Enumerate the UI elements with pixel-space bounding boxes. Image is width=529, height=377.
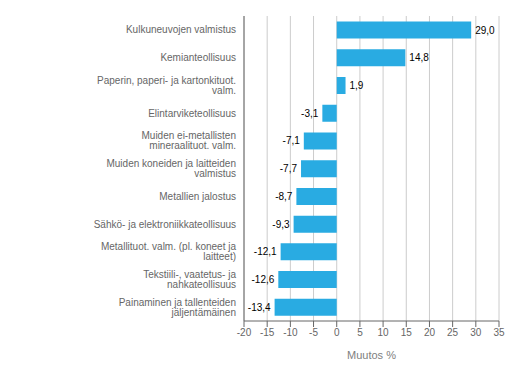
svg-text:Kulkuneuvojen valmistus: Kulkuneuvojen valmistus xyxy=(126,24,236,35)
svg-text:-13,4: -13,4 xyxy=(248,302,271,313)
svg-text:Paperin, paperi- ja kartonkitu: Paperin, paperi- ja kartonkituot.valm. xyxy=(97,75,236,96)
svg-text:15: 15 xyxy=(401,327,413,338)
svg-text:14,8: 14,8 xyxy=(409,52,429,63)
svg-text:Muiden ei-metallistenmineraali: Muiden ei-metallistenmineraalituot. valm… xyxy=(142,130,237,151)
svg-text:35: 35 xyxy=(493,327,505,338)
svg-text:Elintarviketeollisuus: Elintarviketeollisuus xyxy=(148,108,236,119)
svg-text:-12,6: -12,6 xyxy=(252,274,275,285)
svg-text:1,9: 1,9 xyxy=(350,80,364,91)
svg-text:-5: -5 xyxy=(309,327,318,338)
svg-text:Muutos %: Muutos % xyxy=(347,349,396,361)
svg-text:Muiden koneiden ja laitteidenv: Muiden koneiden ja laitteidenvalmistus xyxy=(106,158,236,179)
svg-text:Kemianteollisuus: Kemianteollisuus xyxy=(160,52,236,63)
svg-text:Painaminen ja tallenteidenjälj: Painaminen ja tallenteidenjäljentämäinen xyxy=(119,297,236,318)
svg-text:5: 5 xyxy=(357,327,363,338)
svg-text:-7,7: -7,7 xyxy=(280,163,298,174)
svg-text:20: 20 xyxy=(424,327,436,338)
svg-text:-15: -15 xyxy=(260,327,275,338)
svg-text:10: 10 xyxy=(378,327,390,338)
svg-text:Sähkö- ja elektroniikkateollis: Sähkö- ja elektroniikkateollisuus xyxy=(94,219,236,230)
svg-text:-8,7: -8,7 xyxy=(275,191,293,202)
svg-text:-12,1: -12,1 xyxy=(254,246,277,257)
svg-text:0: 0 xyxy=(334,327,340,338)
svg-text:30: 30 xyxy=(470,327,482,338)
svg-text:-10: -10 xyxy=(283,327,298,338)
svg-text:Metallituot. valm. (pl. koneet: Metallituot. valm. (pl. koneet jalaittee… xyxy=(101,241,236,262)
svg-text:Tekstiili-, vaatetus- janahkat: Tekstiili-, vaatetus- janahkateollisuus xyxy=(143,269,236,290)
svg-text:-9,3: -9,3 xyxy=(272,219,290,230)
svg-text:-3,1: -3,1 xyxy=(301,108,319,119)
svg-text:Metallien jalostus: Metallien jalostus xyxy=(159,191,236,202)
svg-text:29,0: 29,0 xyxy=(475,25,495,36)
svg-text:25: 25 xyxy=(447,327,459,338)
svg-text:-20: -20 xyxy=(237,327,252,338)
svg-text:-7,1: -7,1 xyxy=(283,135,301,146)
